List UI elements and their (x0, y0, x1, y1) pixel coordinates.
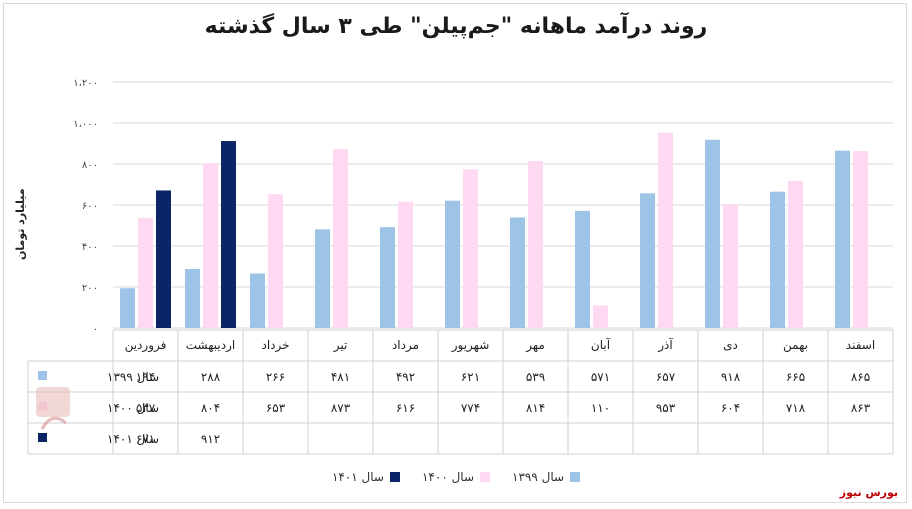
y-tick-label: ۰ (93, 324, 98, 335)
data-label: ۸۰۴ (201, 401, 220, 415)
legend-item: سال ۱۴۰۱ (332, 470, 400, 484)
bar (528, 161, 543, 328)
data-label: ۶۶۵ (786, 370, 805, 384)
bar (705, 139, 720, 328)
legend-swatch (389, 472, 400, 482)
chart-legend: سال ۱۳۹۹ سال ۱۴۰۰ سال ۱۴۰۱ (0, 470, 912, 484)
bar (445, 200, 460, 328)
legend-item: سال ۱۳۹۹ (512, 470, 581, 484)
data-label: ۹۱۸ (721, 370, 741, 384)
y-tick-label: ۸۰۰ (82, 160, 98, 171)
y-tick-label: ۱،۲۰۰ (73, 78, 98, 89)
legend-label: سال ۱۳۹۹ (512, 470, 565, 484)
data-label: ۵۳۷ (136, 401, 156, 415)
data-label: ۸۱۴ (526, 401, 545, 415)
data-label: ۸۷۳ (331, 401, 351, 415)
data-label: ۹۵۳ (656, 401, 676, 415)
category-label: اسفند (846, 338, 875, 352)
data-label: ۴۹۲ (396, 370, 415, 384)
bar (853, 151, 868, 328)
data-label: ۶۱۶ (396, 401, 415, 415)
bar (770, 191, 785, 328)
data-label: ۸۶۳ (851, 401, 871, 415)
bar (120, 288, 135, 328)
data-label: ۲۶۶ (266, 370, 285, 384)
data-label: ۶۵۳ (266, 401, 286, 415)
legend-swatch (480, 472, 491, 482)
y-tick-label: ۴۰۰ (82, 242, 98, 253)
source-label: بورس نیوز (839, 486, 898, 499)
bar (138, 217, 153, 328)
bar (333, 149, 348, 328)
series-name-label: سال ۱۴۰۰ (107, 401, 159, 415)
data-label: ۶۲۱ (461, 370, 480, 384)
bar (723, 204, 738, 328)
bar (788, 180, 803, 328)
series-swatch (38, 433, 47, 442)
bar (658, 132, 673, 328)
legend-label: سال ۱۴۰۱ (331, 470, 384, 484)
bar (185, 268, 200, 328)
bar (221, 141, 236, 328)
category-label: فروردین (125, 338, 167, 353)
category-label: مهر (525, 338, 545, 353)
series-name-label: سال ۱۴۰۱ (107, 432, 159, 446)
category-label: دی (723, 338, 738, 352)
category-label: آبان (591, 337, 611, 352)
bar (203, 163, 218, 328)
data-label: ۲۸۸ (201, 370, 221, 384)
bar (315, 229, 330, 328)
category-label: شهریور (451, 338, 490, 353)
legend-item: سال ۱۴۰۰ (421, 470, 491, 484)
data-label: ۵۳۹ (526, 370, 545, 384)
bar (593, 305, 608, 328)
category-label: مرداد (392, 338, 419, 353)
bar (380, 227, 395, 328)
bar (250, 273, 265, 328)
watermark-logo-icon (36, 387, 70, 430)
data-label: ۶۰۴ (721, 401, 740, 415)
data-label: ۶۷۱ (136, 432, 155, 446)
bar (510, 217, 525, 328)
category-label: تیر (333, 338, 348, 353)
data-label: ۹۱۲ (201, 432, 220, 446)
bar (640, 193, 655, 328)
bar (156, 190, 171, 328)
category-label: بهمن (783, 338, 808, 353)
data-label: ۷۷۴ (461, 401, 480, 415)
data-label: ۴۸۱ (331, 370, 350, 384)
category-label: خرداد (261, 338, 289, 353)
data-label: ۷۱۸ (786, 401, 806, 415)
data-label: ۵۷۱ (591, 370, 610, 384)
y-tick-label: ۱،۰۰۰ (73, 119, 98, 130)
chart-title: روند درآمد ماهانه "جم‌پیلن" طی ۳ سال گذش… (204, 14, 708, 39)
data-label: ۸۶۵ (851, 370, 870, 384)
bar (268, 194, 283, 328)
y-tick-label: ۶۰۰ (82, 201, 98, 212)
legend-label: سال ۱۴۰۰ (421, 470, 475, 484)
bar (398, 201, 413, 328)
bar (835, 150, 850, 328)
bar (575, 210, 590, 328)
y-tick-label: ۲۰۰ (82, 283, 98, 294)
category-label: آذر (657, 337, 673, 353)
legend-swatch (570, 472, 581, 482)
series-name-label: سال ۱۳۹۹ (107, 370, 159, 384)
data-label: ۱۱۰ (591, 401, 610, 415)
data-label: ۶۵۷ (656, 370, 676, 384)
bar (463, 169, 478, 328)
data-label: ۱۹۴ (136, 370, 155, 384)
category-label: اردیبهشت (186, 338, 235, 353)
series-swatch (38, 371, 47, 380)
